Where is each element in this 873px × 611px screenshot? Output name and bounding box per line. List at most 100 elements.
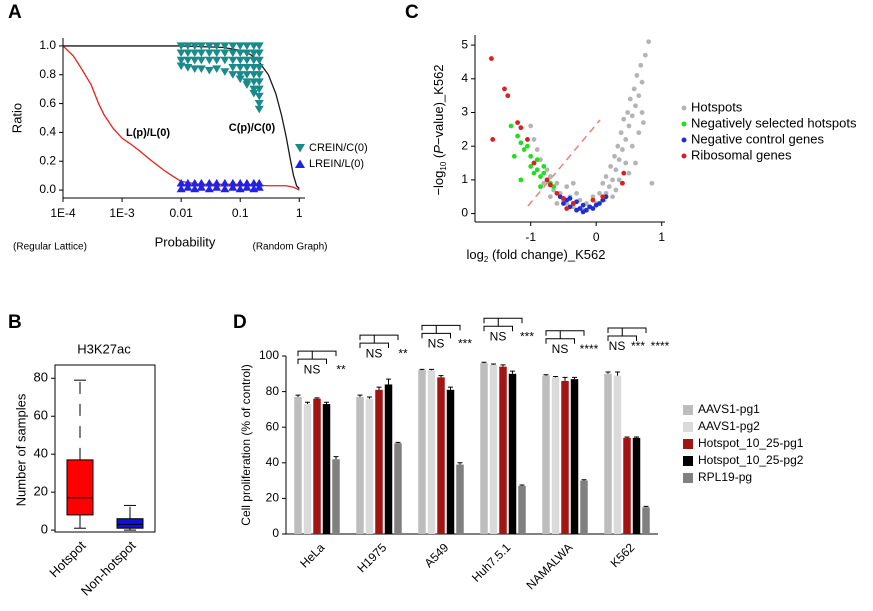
point <box>196 178 206 187</box>
bar <box>437 377 445 534</box>
point <box>626 170 632 176</box>
error-bar <box>324 401 329 405</box>
point <box>190 42 200 50</box>
point <box>235 42 245 50</box>
bar <box>518 485 526 534</box>
point <box>574 190 579 196</box>
bar <box>642 507 650 534</box>
significance-label: NS <box>366 346 383 360</box>
error-bar <box>481 361 487 364</box>
point <box>204 66 214 75</box>
point <box>518 140 524 146</box>
legend-label: AAVS1-pg1 <box>698 402 760 416</box>
point <box>254 78 264 87</box>
point <box>528 153 534 159</box>
legend-marker <box>681 137 687 143</box>
point <box>547 182 553 188</box>
error-bar <box>605 371 611 374</box>
legend-marker <box>295 159 305 168</box>
error-bar <box>553 375 558 378</box>
point <box>176 49 186 58</box>
point <box>600 197 606 203</box>
x-tick-label: 1E-3 <box>109 206 135 220</box>
label-part: ( <box>431 153 446 162</box>
y-axis-label: Cell proliferation (% of control) <box>239 364 253 525</box>
legend-marker <box>681 105 687 111</box>
point <box>228 42 238 50</box>
error-bar <box>429 368 434 371</box>
point <box>196 56 206 65</box>
legend-swatch <box>683 422 693 432</box>
point <box>235 75 245 84</box>
error-bar <box>333 456 339 460</box>
curve-label: L(p)/L(0) <box>126 127 170 139</box>
point <box>235 49 245 58</box>
error-bar <box>519 484 525 486</box>
x-tick-label: 1 <box>658 230 665 244</box>
point <box>600 180 606 186</box>
point <box>606 184 612 190</box>
plot-frame <box>54 364 156 533</box>
error-bar <box>510 370 515 374</box>
significance-label: ** <box>398 346 408 360</box>
bar <box>365 398 374 534</box>
bar <box>303 404 312 534</box>
y-tick-label: 3 <box>461 105 468 119</box>
error-bar <box>624 436 630 438</box>
point <box>490 137 496 142</box>
significance-label: NS <box>490 329 507 343</box>
significance-bracket <box>421 324 461 339</box>
legend-swatch <box>683 405 693 415</box>
point <box>511 153 517 159</box>
point <box>228 49 238 58</box>
label-part: 2 <box>484 255 489 264</box>
point <box>567 196 573 201</box>
x-tick-label: 1E-4 <box>50 206 76 220</box>
point <box>554 201 560 206</box>
error-bar <box>438 375 444 378</box>
point <box>620 147 625 152</box>
point <box>254 63 264 72</box>
point <box>518 125 524 131</box>
bar <box>332 459 340 534</box>
point <box>640 120 646 126</box>
label-part: −value)_K562 <box>431 64 446 145</box>
point <box>636 130 642 136</box>
point <box>254 42 264 50</box>
y-label: −log10 (P−value)_K562 <box>431 64 448 195</box>
y-tick-label: 60 <box>34 408 48 423</box>
error-bar <box>491 363 496 365</box>
bar <box>570 379 579 534</box>
point <box>534 167 540 173</box>
error-bar <box>572 376 577 380</box>
point <box>183 49 193 58</box>
point <box>613 167 619 173</box>
error-bar <box>643 505 649 508</box>
point <box>254 105 264 114</box>
x-tick-label: 0.1 <box>232 206 249 220</box>
point <box>600 194 606 200</box>
point <box>176 184 186 193</box>
bar <box>542 375 550 534</box>
point <box>204 178 214 187</box>
error-bar <box>357 394 363 397</box>
bar <box>604 373 612 534</box>
point <box>204 49 214 58</box>
bar <box>456 464 464 534</box>
point <box>590 206 596 211</box>
significance-label: *** <box>631 339 645 353</box>
bar <box>489 364 498 534</box>
point <box>551 187 557 193</box>
point <box>183 42 193 50</box>
y-tick-label: 0.6 <box>39 96 56 110</box>
point <box>183 63 193 72</box>
y-tick-label: 0.8 <box>39 67 56 81</box>
point <box>176 62 186 71</box>
bar <box>623 437 631 534</box>
point <box>190 56 200 65</box>
y-tick-label: 0.2 <box>39 153 56 167</box>
threshold-line <box>527 119 601 207</box>
error-bar <box>457 462 463 465</box>
point <box>196 49 206 58</box>
significance-bracket <box>483 317 523 332</box>
